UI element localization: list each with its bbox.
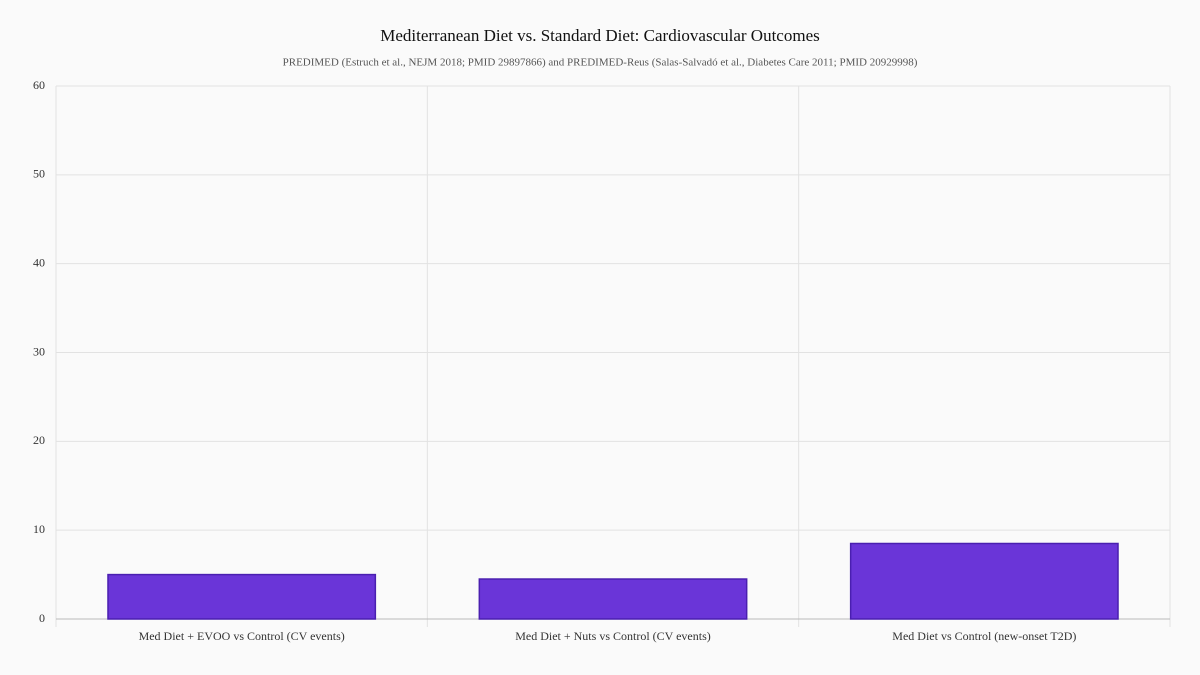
x-tick-label: Med Diet + EVOO vs Control (CV events) xyxy=(139,629,345,643)
y-tick-label: 50 xyxy=(33,167,45,181)
y-tick-label: 60 xyxy=(33,78,45,92)
y-tick-label: 0 xyxy=(39,611,45,625)
x-tick-label: Med Diet vs Control (new-onset T2D) xyxy=(892,629,1076,643)
chart-subtitle: PREDIMED (Estruch et al., NEJM 2018; PMI… xyxy=(283,57,918,69)
y-tick-label: 20 xyxy=(33,433,45,447)
bar xyxy=(107,573,377,620)
y-tick-label: 10 xyxy=(33,522,45,536)
bar xyxy=(849,542,1119,620)
y-tick-label: 40 xyxy=(33,255,45,269)
y-tick-label: 30 xyxy=(33,344,45,358)
chart-title: Mediterranean Diet vs. Standard Diet: Ca… xyxy=(380,26,820,45)
x-tick-label: Med Diet + Nuts vs Control (CV events) xyxy=(515,629,711,643)
bar xyxy=(478,578,748,620)
